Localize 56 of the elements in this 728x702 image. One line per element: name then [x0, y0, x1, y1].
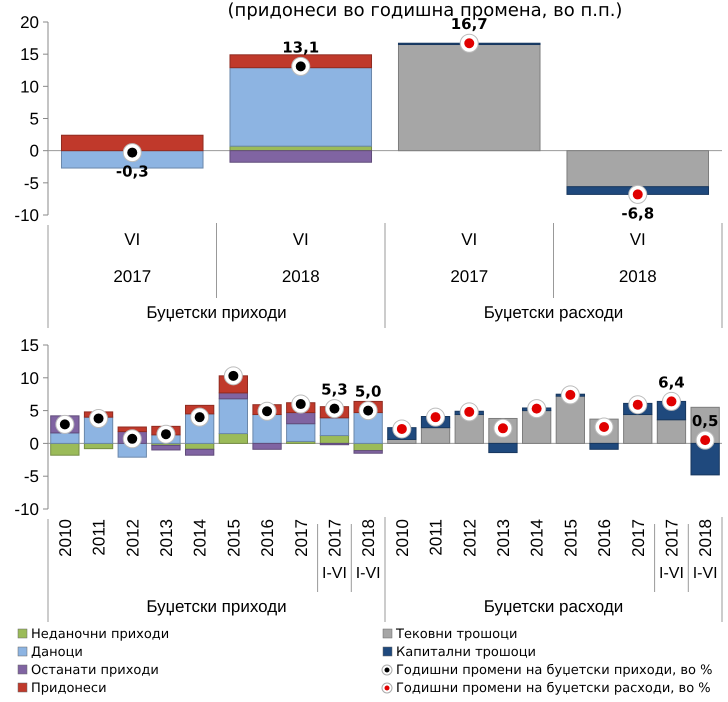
y-tick-label: 15	[20, 336, 39, 355]
y-tick-label: 5	[30, 402, 39, 421]
x-tick-label: 2016	[258, 519, 278, 557]
x-tick-label: 2011	[90, 519, 109, 556]
data-label: -6,8	[621, 204, 654, 222]
x-tick-label: 2014	[528, 519, 547, 557]
x-tick-label: VI 2018	[618, 230, 657, 286]
legend-label: Неданочни приходи	[31, 627, 170, 642]
x-tick-label: 2012	[123, 519, 142, 557]
data-label: 5,0	[354, 382, 382, 401]
x-tick-label: 2012	[460, 519, 480, 557]
data-label: 6,4	[658, 373, 685, 392]
x-tick-label: 2015	[224, 519, 244, 557]
legend-label: Даноци	[31, 645, 83, 660]
x-tick-label: 2018 I-VI	[356, 519, 381, 582]
y-tick-label: 5	[30, 109, 39, 128]
x-tick-label: 2015	[561, 519, 580, 557]
y-tick-label: -10	[14, 500, 39, 519]
x-tick-label: VI 2018	[282, 230, 320, 286]
x-tick-label: 2010	[392, 519, 412, 557]
legend-label: Годишни промени на буџетски расходи, во %	[396, 681, 711, 696]
x-tick-label: 2017 I-VI	[659, 519, 684, 582]
y-tick-label: -5	[24, 467, 39, 486]
x-tick-label: 2014	[190, 519, 210, 557]
x-tick-label: VI 2017	[450, 230, 488, 286]
x-tick-label: 2010	[56, 519, 75, 557]
x-tick-label: 2017	[292, 519, 311, 557]
y-tick-label: 0	[30, 142, 39, 161]
legend-label: Останати приходи	[31, 663, 159, 678]
y-tick-label: -10	[14, 206, 39, 225]
x-tick-label: 2018 I-VI	[692, 519, 718, 582]
legend-label: Тековни трошоци	[395, 627, 518, 642]
legend-label: Придонеси	[31, 681, 107, 696]
x-tick-label: 2016	[595, 519, 614, 557]
legend-label: Годишни промени на буџетски приходи, во %	[396, 663, 712, 678]
x-tick-label: VI 2017	[113, 230, 152, 286]
data-label: 5,3	[321, 380, 348, 399]
data-label: -0,3	[116, 162, 149, 181]
x-tick-label: 2017 I-VI	[322, 519, 347, 582]
x-tick-label: 2013	[494, 519, 513, 557]
legend-label: Капитални трошоци	[396, 645, 536, 660]
text: Буџетски приходи	[146, 597, 287, 616]
y-tick-label: 15	[20, 45, 39, 64]
y-tick-label: -5	[24, 174, 39, 193]
y-tick-label: 20	[20, 12, 39, 32]
text: Буџетски приходи	[146, 303, 287, 322]
data-label: 0,5	[692, 412, 718, 430]
y-tick-label: 0	[30, 434, 39, 454]
y-tick-label: 10	[20, 77, 39, 96]
x-tick-label: 2011	[426, 519, 446, 556]
y-tick-label: 10	[20, 368, 39, 388]
x-tick-label: 2013	[156, 519, 176, 557]
text: Буџетски расходи	[484, 303, 624, 322]
text: Буџетски расходи	[484, 597, 624, 616]
x-tick-label: 2017	[628, 519, 648, 557]
data-label: 13,1	[282, 38, 320, 56]
